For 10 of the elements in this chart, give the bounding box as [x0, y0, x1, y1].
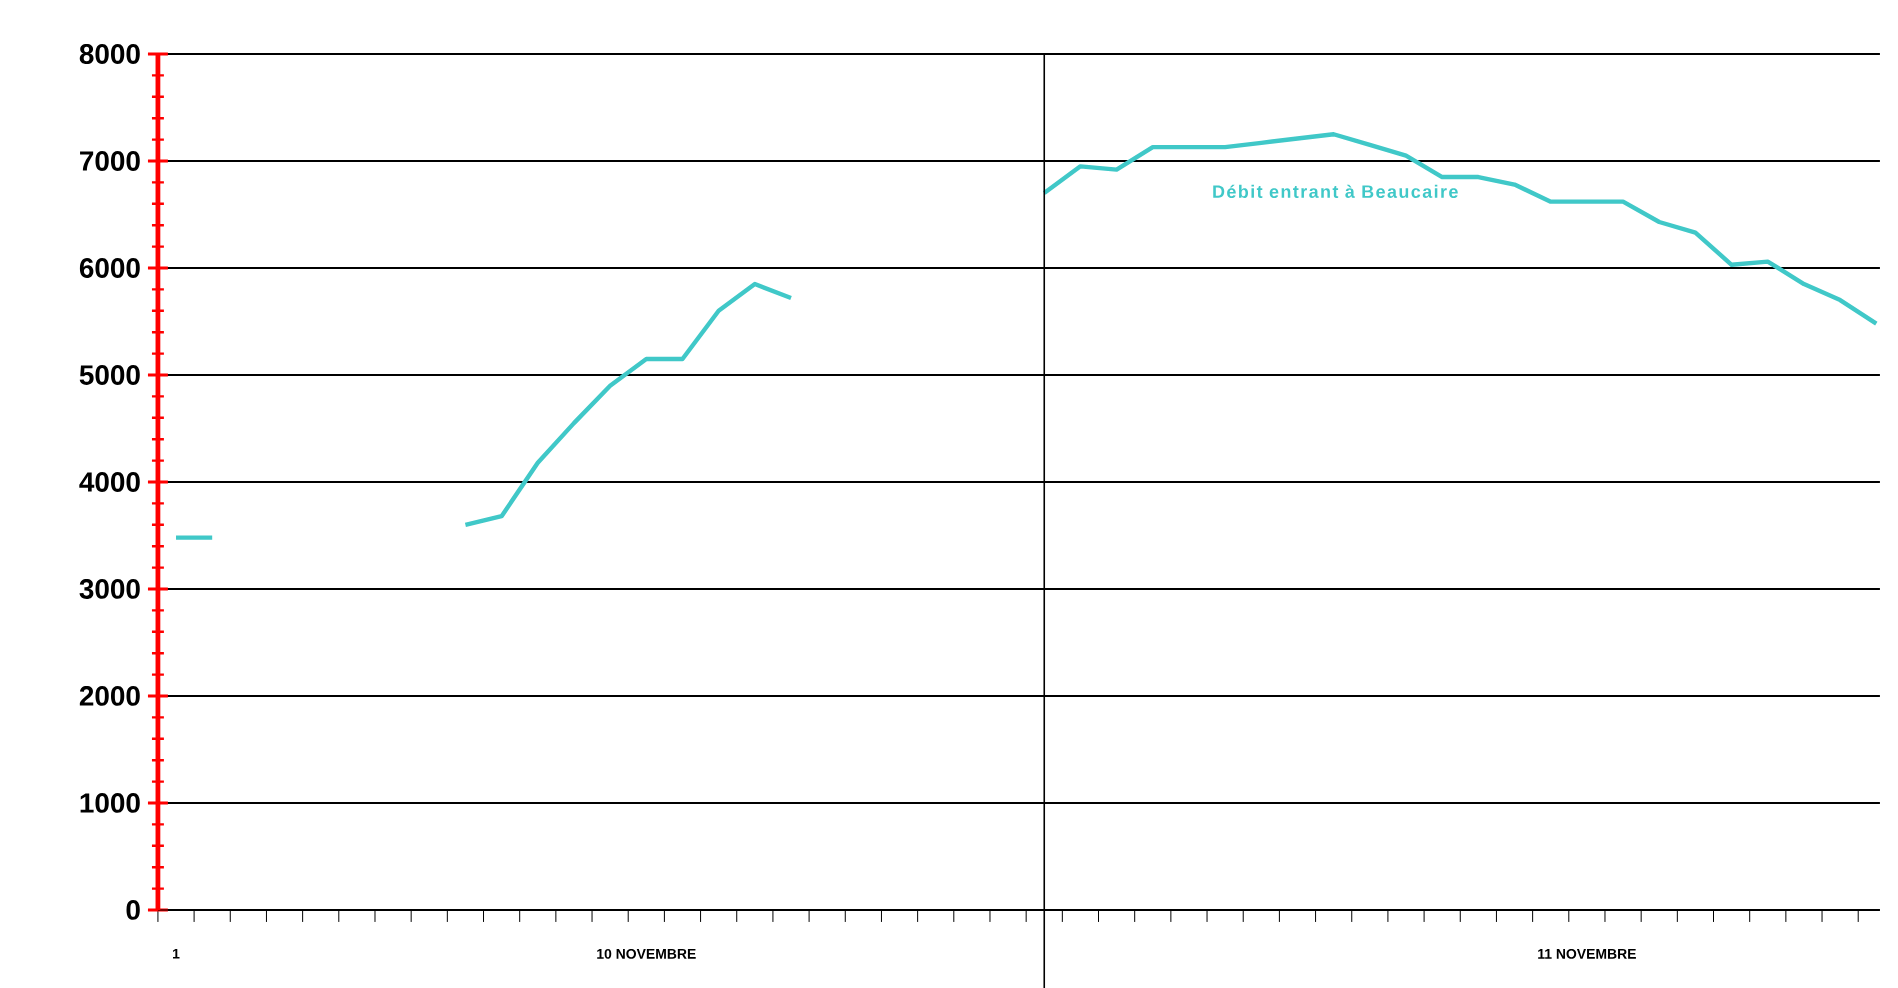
y-tick-label: 3000: [79, 578, 140, 599]
y-tick-label: 5000: [79, 364, 140, 385]
series-label: Débit entrant à Beaucaire: [1213, 184, 1458, 198]
y-tick-label: 4000: [79, 471, 140, 492]
y-tick-label: 0: [126, 899, 140, 920]
y-tick-label: 6000: [79, 257, 140, 278]
y-tick-label: 7000: [80, 150, 140, 171]
y-tick-label: 2000: [79, 685, 140, 706]
y-tick-label: 1000: [80, 792, 140, 813]
y-tick-label: 8000: [79, 43, 140, 64]
